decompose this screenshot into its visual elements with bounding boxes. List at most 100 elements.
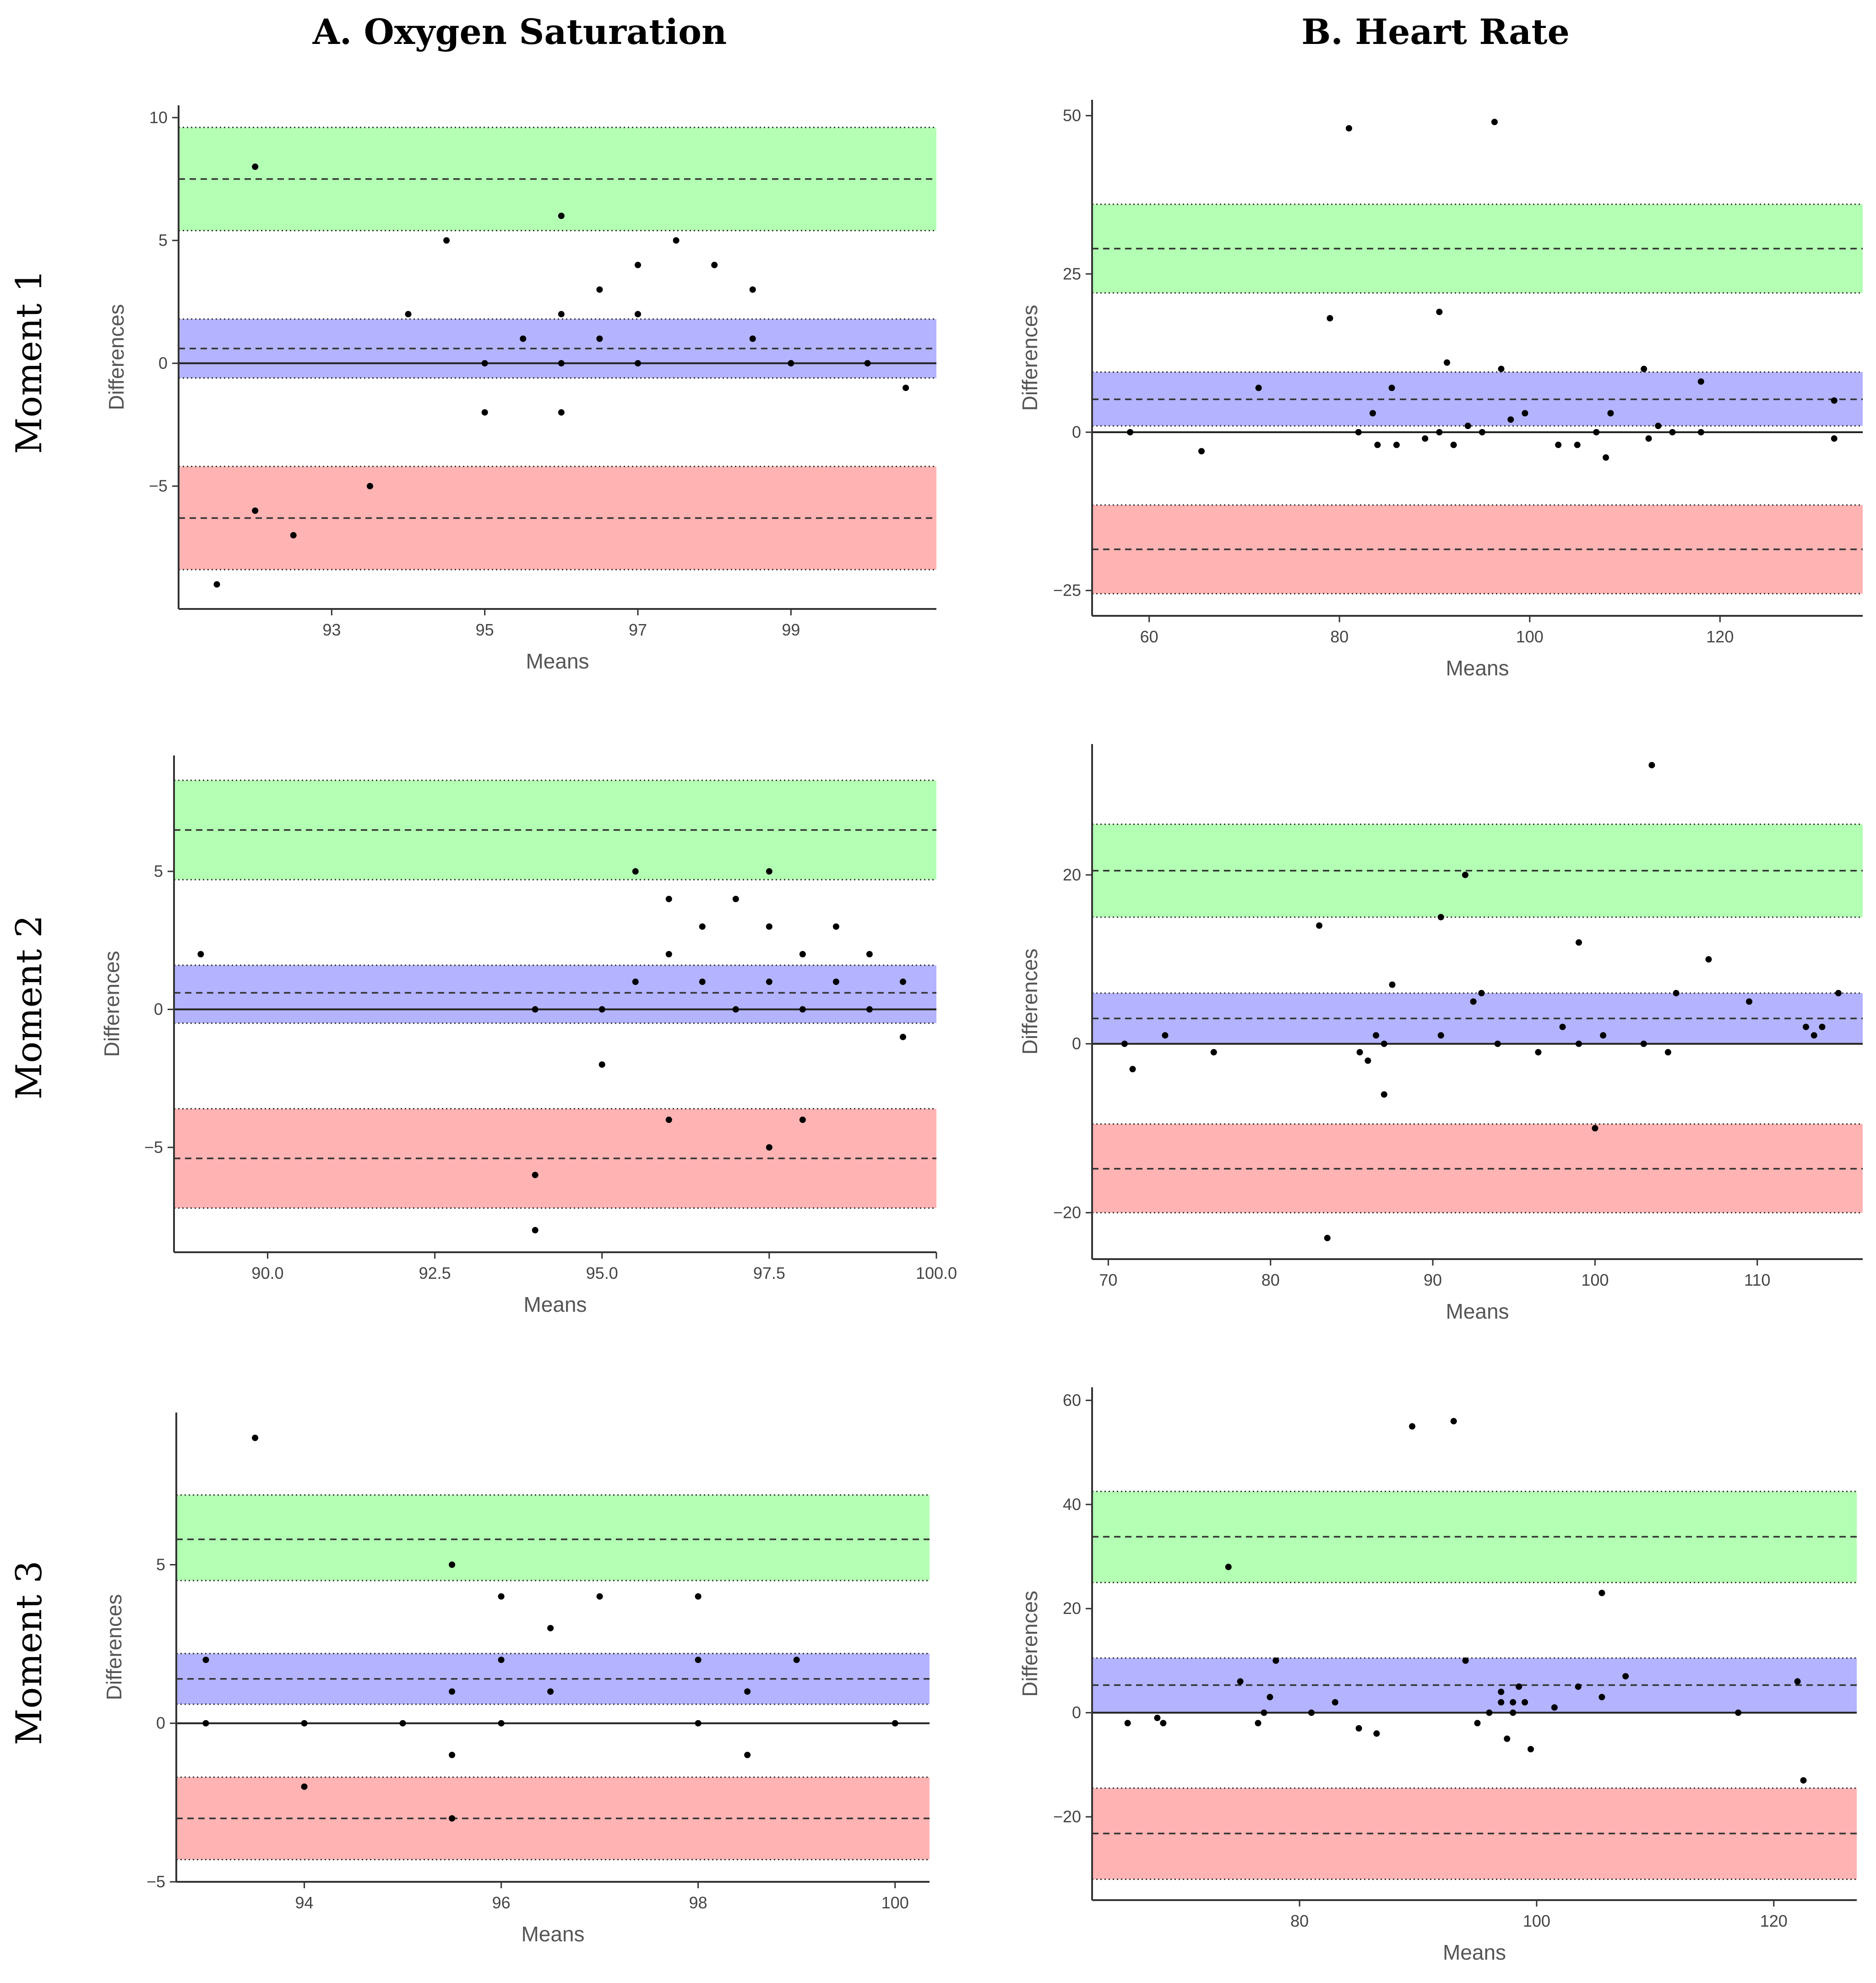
data-point xyxy=(1494,1040,1501,1047)
y-tick-label: −5 xyxy=(144,1138,163,1157)
y-tick-label: 60 xyxy=(1063,1391,1081,1409)
data-point xyxy=(558,212,565,219)
data-point xyxy=(449,1688,456,1695)
x-axis-title: Means xyxy=(523,1293,587,1316)
data-point xyxy=(1575,1040,1582,1047)
data-point xyxy=(449,1751,456,1758)
data-point xyxy=(1373,1032,1380,1039)
data-point xyxy=(1255,1720,1262,1727)
data-point xyxy=(1436,309,1443,315)
data-point xyxy=(1593,429,1600,435)
y-tick-label: −25 xyxy=(1053,581,1081,600)
data-point xyxy=(1308,1709,1315,1716)
data-point xyxy=(864,360,871,367)
x-tick-label: 100.0 xyxy=(916,1264,957,1282)
data-point xyxy=(632,868,639,875)
data-point xyxy=(252,1434,259,1441)
data-point xyxy=(1355,1725,1362,1732)
data-point xyxy=(1745,998,1752,1005)
data-point xyxy=(699,923,706,930)
x-tick-label: 100 xyxy=(1523,1912,1550,1930)
data-point xyxy=(665,1116,672,1123)
y-tick-label: 10 xyxy=(149,108,168,127)
data-point xyxy=(832,978,839,985)
data-point xyxy=(252,507,259,514)
data-point xyxy=(673,237,680,244)
data-point xyxy=(1486,1709,1493,1716)
data-point xyxy=(1365,1057,1371,1064)
y-tick-label: 50 xyxy=(1063,106,1081,125)
data-point xyxy=(1673,990,1680,997)
data-point xyxy=(695,1657,701,1663)
y-tick-label: 20 xyxy=(1063,1599,1081,1618)
x-tick-label: 80 xyxy=(1330,627,1349,646)
data-point xyxy=(1575,1683,1582,1690)
data-point xyxy=(1373,1730,1380,1737)
data-point xyxy=(301,1783,308,1790)
data-point xyxy=(1697,429,1704,435)
data-point xyxy=(1124,1720,1131,1727)
data-point xyxy=(766,978,772,985)
x-tick-label: 110 xyxy=(1744,1271,1770,1289)
data-point xyxy=(1555,441,1562,448)
data-point xyxy=(1409,1423,1416,1430)
data-point xyxy=(1522,410,1528,417)
data-point xyxy=(866,1006,873,1013)
data-point xyxy=(1389,981,1396,988)
data-point xyxy=(498,1593,505,1600)
x-axis-title: Means xyxy=(526,649,589,673)
data-point xyxy=(1504,1735,1511,1742)
data-point xyxy=(1437,1032,1444,1039)
data-point xyxy=(832,923,839,930)
data-point xyxy=(1462,1657,1469,1664)
x-axis-title: Means xyxy=(1443,1940,1506,1964)
data-point xyxy=(290,532,297,539)
x-tick-label: 92.5 xyxy=(419,1264,451,1282)
data-point xyxy=(899,1033,906,1040)
data-point xyxy=(399,1720,406,1727)
data-point xyxy=(1237,1678,1244,1685)
upper-band xyxy=(1092,1491,1857,1583)
data-point xyxy=(1498,1689,1505,1695)
data-point xyxy=(1154,1715,1161,1722)
data-point xyxy=(1369,410,1376,417)
y-tick-label: −20 xyxy=(1053,1807,1081,1826)
data-point xyxy=(547,1688,554,1695)
y-tick-label: 0 xyxy=(154,1000,163,1019)
data-point xyxy=(1316,922,1323,929)
data-point xyxy=(1474,1720,1481,1727)
data-point xyxy=(1393,441,1400,448)
data-point xyxy=(866,951,873,957)
data-point xyxy=(558,311,565,318)
data-point xyxy=(1479,429,1485,435)
data-point xyxy=(1267,1694,1273,1700)
y-tick-label: 5 xyxy=(156,1555,165,1574)
data-point xyxy=(1450,441,1457,448)
x-tick-label: 98 xyxy=(689,1893,707,1912)
x-tick-label: 120 xyxy=(1760,1912,1788,1930)
x-tick-label: 100 xyxy=(881,1893,909,1912)
y-tick-label: −5 xyxy=(147,1872,165,1891)
mean-band xyxy=(1092,1658,1857,1713)
data-point xyxy=(1225,1564,1232,1570)
data-point xyxy=(1527,1746,1534,1753)
data-point xyxy=(449,1561,456,1568)
y-tick-label: 25 xyxy=(1063,264,1081,283)
data-point xyxy=(1831,397,1838,404)
data-point xyxy=(744,1751,751,1758)
x-tick-label: 97 xyxy=(629,620,647,639)
x-tick-label: 80 xyxy=(1262,1271,1280,1289)
data-point xyxy=(520,335,527,342)
data-point xyxy=(1327,315,1333,322)
data-point xyxy=(1127,429,1134,435)
data-point xyxy=(1735,1709,1742,1716)
data-point xyxy=(252,163,259,170)
data-point xyxy=(1559,1023,1566,1030)
data-point xyxy=(1835,990,1842,997)
data-point xyxy=(481,360,488,367)
data-point xyxy=(1599,1590,1605,1597)
lower-band xyxy=(1092,1788,1857,1880)
data-point xyxy=(1470,998,1477,1005)
data-point xyxy=(1464,423,1471,429)
oxygen-saturation-moment-3-plot: −5 0 5 94 96 98 100 Means Differences xyxy=(102,1413,930,1946)
